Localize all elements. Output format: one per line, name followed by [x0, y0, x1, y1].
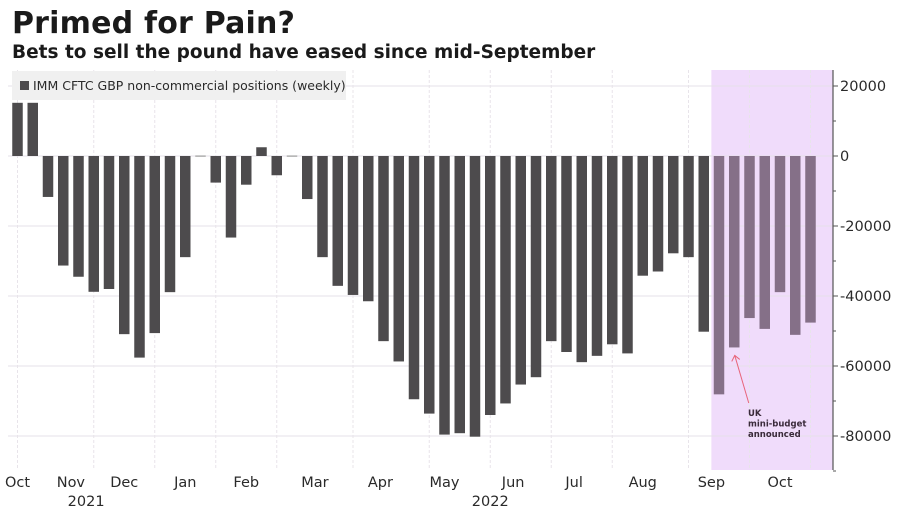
x-tick-label: Aug [629, 475, 657, 491]
arrow-head-icon [731, 354, 741, 362]
bar [454, 156, 465, 434]
bar [576, 156, 587, 363]
x-tick-label: Sep [698, 475, 725, 491]
bar [469, 156, 481, 437]
bar [591, 156, 603, 356]
y-tick-label: -20000 [840, 219, 891, 235]
x-tick-label: May [430, 475, 460, 491]
annotation-text: mini-budget [748, 420, 806, 430]
x-tick-label: Jun [501, 475, 525, 491]
bar [408, 156, 420, 400]
x-tick-label: Jul [564, 475, 583, 491]
legend-swatch [20, 81, 29, 90]
bar [683, 156, 694, 258]
bar [378, 156, 389, 342]
bar [58, 156, 69, 266]
bar [805, 156, 816, 323]
legend-box [12, 71, 346, 100]
bar [12, 102, 23, 156]
bar [744, 156, 755, 319]
bar [729, 156, 740, 348]
x-tick-label: Nov [57, 475, 86, 491]
bar [317, 156, 328, 258]
bar [332, 156, 343, 286]
bar [485, 156, 496, 415]
annotation-arrow [734, 355, 750, 404]
bar [515, 156, 526, 385]
x-tick-label: Mar [301, 475, 328, 491]
bar [546, 156, 557, 342]
x-tick-label: Oct [767, 475, 792, 491]
bar [698, 156, 709, 332]
bar [622, 156, 633, 354]
bar [149, 156, 160, 334]
bar [286, 155, 298, 157]
bar [42, 156, 54, 197]
bar [790, 156, 801, 335]
x-tick-label: Oct [5, 475, 30, 491]
y-tick-label: 0 [840, 149, 849, 165]
legend-label: IMM CFTC GBP non-commercial positions (w… [33, 78, 346, 93]
bar [363, 156, 374, 302]
bar [180, 156, 191, 258]
bar [347, 156, 359, 295]
x-tick-label: Jan [173, 475, 196, 491]
bar [271, 156, 282, 176]
annotation-text: UK [748, 409, 762, 419]
bar [439, 156, 450, 435]
y-tick-label: 20000 [840, 79, 886, 95]
bar [530, 156, 542, 378]
bar [668, 156, 679, 254]
bar [500, 156, 511, 404]
bar [652, 156, 664, 272]
bar [713, 156, 725, 395]
x-tick-label: Apr [368, 475, 393, 491]
bar [195, 155, 206, 157]
x-tick-label: Dec [110, 475, 138, 491]
bar [103, 156, 115, 289]
bar [424, 156, 435, 414]
chart-title: Primed for Pain? [12, 6, 296, 41]
bar [759, 156, 770, 329]
y-tick-label: -60000 [840, 359, 891, 375]
bar [164, 156, 176, 293]
bar [393, 156, 404, 362]
bar [256, 147, 267, 156]
x-tick-label: Feb [233, 475, 259, 491]
bar [241, 156, 252, 185]
bar [134, 156, 145, 358]
bar [119, 156, 130, 335]
bar [210, 156, 221, 183]
bar [27, 102, 38, 156]
bar [225, 156, 237, 238]
x-year-label: 2022 [472, 494, 509, 510]
x-year-label: 2021 [68, 494, 105, 510]
y-tick-label: -40000 [840, 289, 891, 305]
bar [774, 156, 786, 293]
bar [73, 156, 84, 277]
bar [607, 156, 618, 345]
chart-subtitle: Bets to sell the pound have eased since … [12, 42, 596, 63]
annotation-text: announced [748, 430, 801, 440]
bar [302, 156, 313, 200]
y-tick-label: -80000 [840, 429, 891, 445]
bar [561, 156, 572, 352]
bar [637, 156, 648, 276]
bar [88, 156, 99, 292]
